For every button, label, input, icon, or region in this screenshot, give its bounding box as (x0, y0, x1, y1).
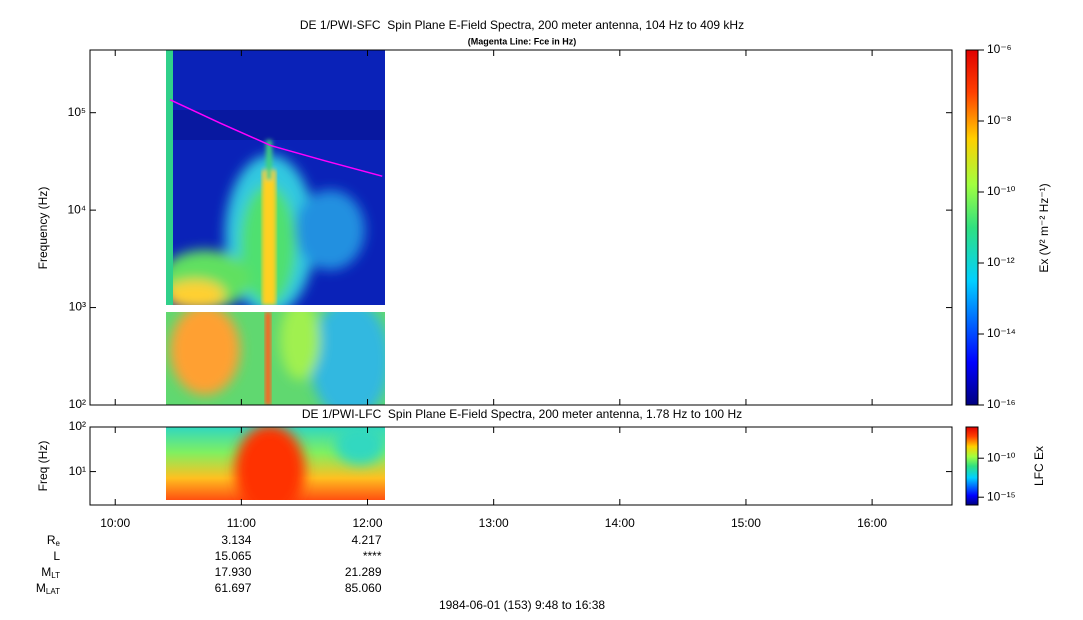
chart-subtitle: (Magenta Line: Fce in Hz) (468, 36, 577, 46)
colorbar-tick-label: 10⁻¹⁰ (987, 450, 1016, 464)
colorbar (966, 427, 978, 505)
x-tick-label: 11:00 (227, 516, 256, 530)
ephemeris-value: 3.134 (221, 533, 251, 547)
colorbar-frame (965, 49, 979, 406)
spectrogram-image (166, 427, 385, 500)
ephemeris-value: 4.217 (351, 533, 381, 547)
ephemeris-value: 17.930 (215, 565, 252, 579)
y-axis-label: Frequency (Hz) (36, 187, 50, 270)
y-tick-label: 10¹ (69, 464, 86, 478)
ephemeris-label-sub: LT (51, 571, 60, 580)
ephemeris-label: MLT (41, 565, 60, 580)
fce-line (169, 99, 383, 177)
ephemeris-label-text: M (36, 581, 46, 595)
ephemeris-value: **** (363, 549, 382, 563)
chart-title: DE 1/PWI-SFC Spin Plane E-Field Spectra,… (300, 18, 744, 32)
y-tick-label: 10⁴ (67, 202, 86, 216)
x-tick-label: 12:00 (353, 516, 383, 530)
y-tick-label: 10³ (69, 300, 86, 314)
ephemeris-label: MLAT (36, 581, 60, 596)
ephemeris-value: 15.065 (215, 549, 252, 563)
colorbar-tick-label: 10⁻⁸ (987, 113, 1012, 127)
colorbar-frame (965, 426, 979, 506)
y-tick-label: 10⁵ (68, 105, 86, 119)
colorbar (966, 50, 978, 405)
y-axis-label: Freq (Hz) (36, 441, 50, 492)
plot-frame (89, 49, 953, 406)
ephemeris-label: L (53, 549, 60, 563)
plot-frame (89, 426, 953, 506)
ephemeris-label-text: M (41, 565, 51, 579)
ephemeris-label-sub: e (56, 539, 61, 548)
x-tick-label: 10:00 (100, 516, 130, 530)
ephemeris-value: 61.697 (215, 581, 252, 595)
ephemeris-value: 21.289 (345, 565, 382, 579)
colorbar-tick-label: 10⁻¹⁴ (987, 326, 1016, 340)
y-tick-label: 10² (69, 419, 86, 433)
colorbar-label: LFC Ex (1032, 446, 1046, 486)
x-tick-label: 15:00 (731, 516, 761, 530)
x-tick-label: 14:00 (605, 516, 635, 530)
ephemeris-label: Re (47, 533, 61, 548)
ephemeris-value: 85.060 (345, 581, 382, 595)
y-tick-label: 10² (69, 397, 86, 411)
spectrogram-image (166, 312, 385, 405)
ephemeris-label-text: L (53, 549, 60, 563)
colorbar-tick-label: 10⁻¹⁶ (987, 397, 1016, 411)
x-tick-label: 16:00 (857, 516, 887, 530)
colorbar-tick-label: 10⁻¹⁵ (987, 489, 1016, 503)
colorbar-tick-label: 10⁻¹² (987, 255, 1015, 269)
spectrogram-image (166, 50, 385, 305)
x-tick-label: 13:00 (479, 516, 509, 530)
colorbar-tick-label: 10⁻⁶ (987, 42, 1012, 56)
footer: 1984-06-01 (153) 9:48 to 16:38 (439, 598, 605, 612)
colorbar-label: Ex (V² m⁻² Hz⁻¹) (1037, 183, 1051, 272)
ephemeris-label-text: R (47, 533, 56, 547)
chart-title: DE 1/PWI-LFC Spin Plane E-Field Spectra,… (302, 407, 742, 421)
ephemeris-label-sub: LAT (46, 587, 60, 596)
colorbar-tick-label: 10⁻¹⁰ (987, 184, 1016, 198)
